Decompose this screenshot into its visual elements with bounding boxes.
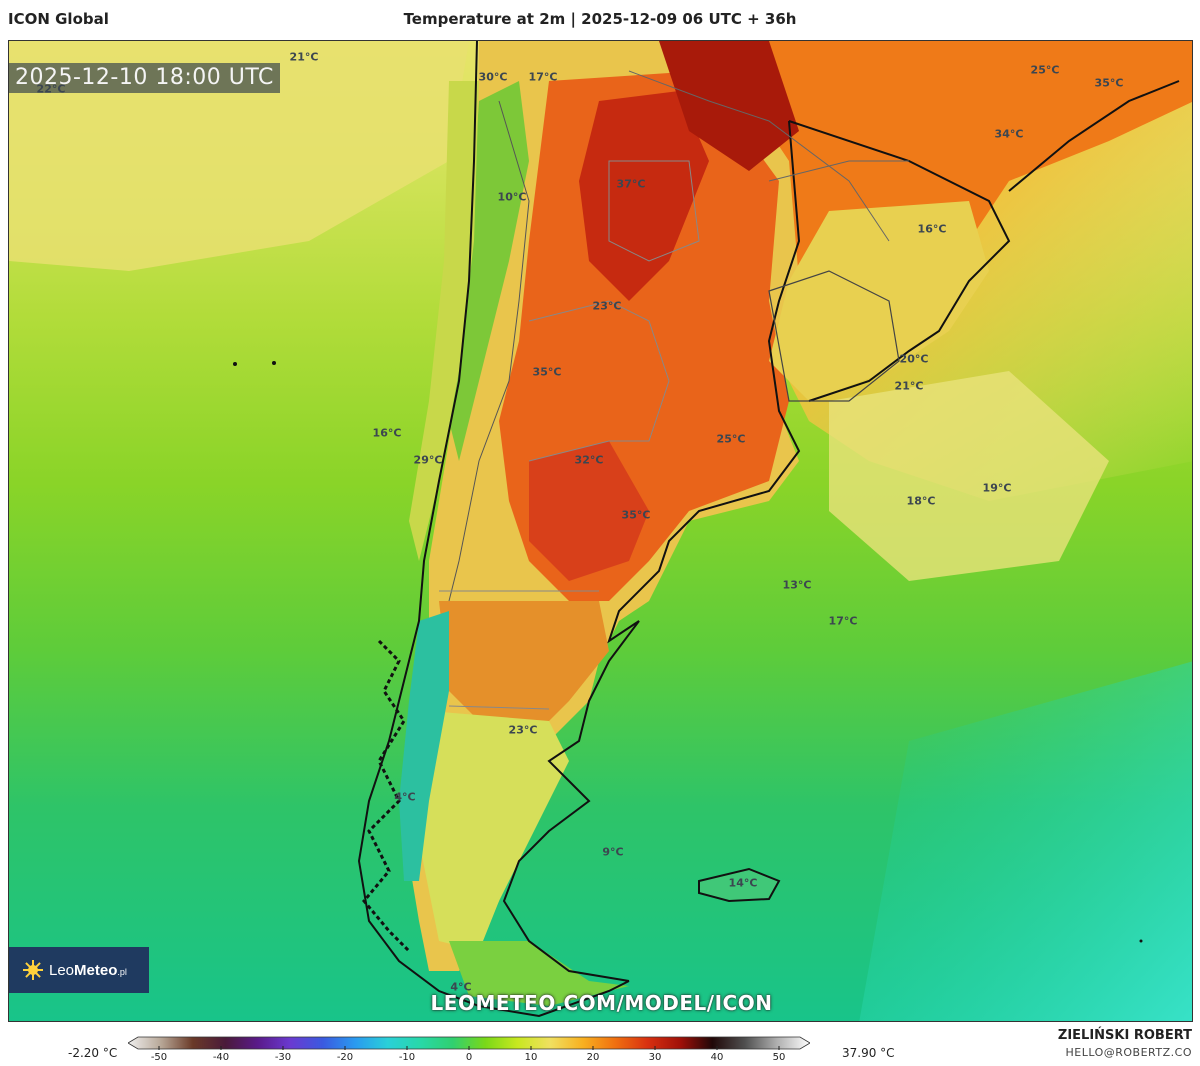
temp-label: 10°C [497,190,527,204]
temp-label: 35°C [1094,76,1124,90]
east-coastline [502,120,801,982]
falkland-islands [698,867,781,903]
chile-archipelago [362,639,411,953]
temp-label: 29°C [413,453,443,467]
pacific-warm-area [9,41,469,271]
colorbar: -2.20 °C -50 -40 -30 -20 -10 0 10 20 30 40 50 37.9… [0,1032,1200,1066]
brazil-coastline [1008,80,1180,192]
valid-time-badge: 2025-12-10 18:00 UTC [9,63,280,93]
temp-label: 25°C [716,432,746,446]
atlantic-yellow-area [829,371,1109,581]
temp-label: 21°C [289,50,319,64]
temp-label: 9°C [602,845,624,859]
province-borders [528,300,670,462]
temp-label: 37°C [616,177,646,191]
temp-label: 35°C [621,508,651,522]
colorbar-tick-label: -40 [212,1052,230,1063]
colorbar-tick-label: 10 [524,1052,538,1063]
andes-cool-strip [449,81,529,461]
temp-label: 14°C [728,876,758,890]
temp-label: 23°C [508,723,538,737]
model-name: ICON Global [8,10,109,28]
map-canvas [9,41,1192,1021]
temp-label: 17°C [528,70,558,84]
colorbar-tick-label: -10 [398,1052,416,1063]
colorbar-tick-label: 20 [586,1052,600,1063]
temp-label: 17°C [828,614,858,628]
leometeo-logo[interactable]: LeoMeteo.pl [9,947,149,993]
province-borders-south [439,590,599,710]
colorbar-max-label: 37.90 °C [842,1046,895,1060]
author-name: ZIELIŃSKI ROBERT [1057,1028,1192,1043]
uruguay-border [768,270,900,402]
southeast-coastline [788,120,1011,402]
patagonian-andes-strip [399,611,449,881]
southeast-cool-area [859,661,1192,1021]
island-dot [272,361,276,365]
temp-label: 4°C [450,980,472,994]
colorbar-tick-label: 50 [772,1052,786,1063]
pampas-hot-area [529,441,649,581]
logo-text: LeoMeteo.pl [49,961,127,979]
map-title: Temperature at 2m | 2025-12-09 06 UTC + … [403,10,797,28]
colorbar-tick-label: 40 [710,1052,724,1063]
temperature-map[interactable]: 2025-12-10 18:00 UTC 21°C 22°C 30°C 17°C… [8,40,1193,1022]
temp-label: 16°C [917,222,947,236]
colorbar-tick-label: 30 [648,1052,662,1063]
temp-label: 25°C [1030,63,1060,77]
temp-label: 22°C [36,82,66,96]
temp-label: 19°C [982,481,1012,495]
temp-label: 30°C [478,70,508,84]
colorbar-body [128,1036,810,1050]
north-patagonia-area [439,601,609,741]
chaco-hot-area [659,41,799,171]
south-patagonia-area [419,711,569,951]
temp-label: 32°C [574,453,604,467]
country-borders-north [628,70,909,242]
temp-label: 35°C [532,365,562,379]
colorbar-min-label: -2.20 °C [68,1046,118,1060]
sun-icon [23,960,43,980]
chile-argentina-border [448,100,530,602]
colorbar-tick-label: -30 [274,1052,292,1063]
temp-label: 18°C [906,494,936,508]
temp-label: 23°C [592,299,622,313]
colorbar-tick-label: -50 [150,1052,168,1063]
temp-label: 4°C [394,790,416,804]
west-coastline [357,41,630,1018]
chile-coast-area [409,81,479,561]
island-dot [1139,939,1143,943]
province-borders-north [608,160,700,262]
temp-label: 34°C [994,127,1024,141]
island-dot [233,362,237,366]
colorbar-gradient [128,1036,810,1050]
argentina-hottest-area [579,91,709,301]
temp-label: 20°C [899,352,929,366]
colorbar-tick-label: -20 [336,1052,354,1063]
temp-label: 21°C [894,379,924,393]
author-email[interactable]: HELLO@ROBERTZ.CO [1065,1046,1192,1059]
watermark-url: LEOMETEO.COM/MODEL/ICON [430,991,773,1015]
uruguay-area [769,201,989,401]
temp-label: 16°C [372,426,402,440]
temp-label: 13°C [782,578,812,592]
tierra-del-fuego [449,941,629,1006]
colorbar-tick-label: 0 [465,1052,473,1063]
